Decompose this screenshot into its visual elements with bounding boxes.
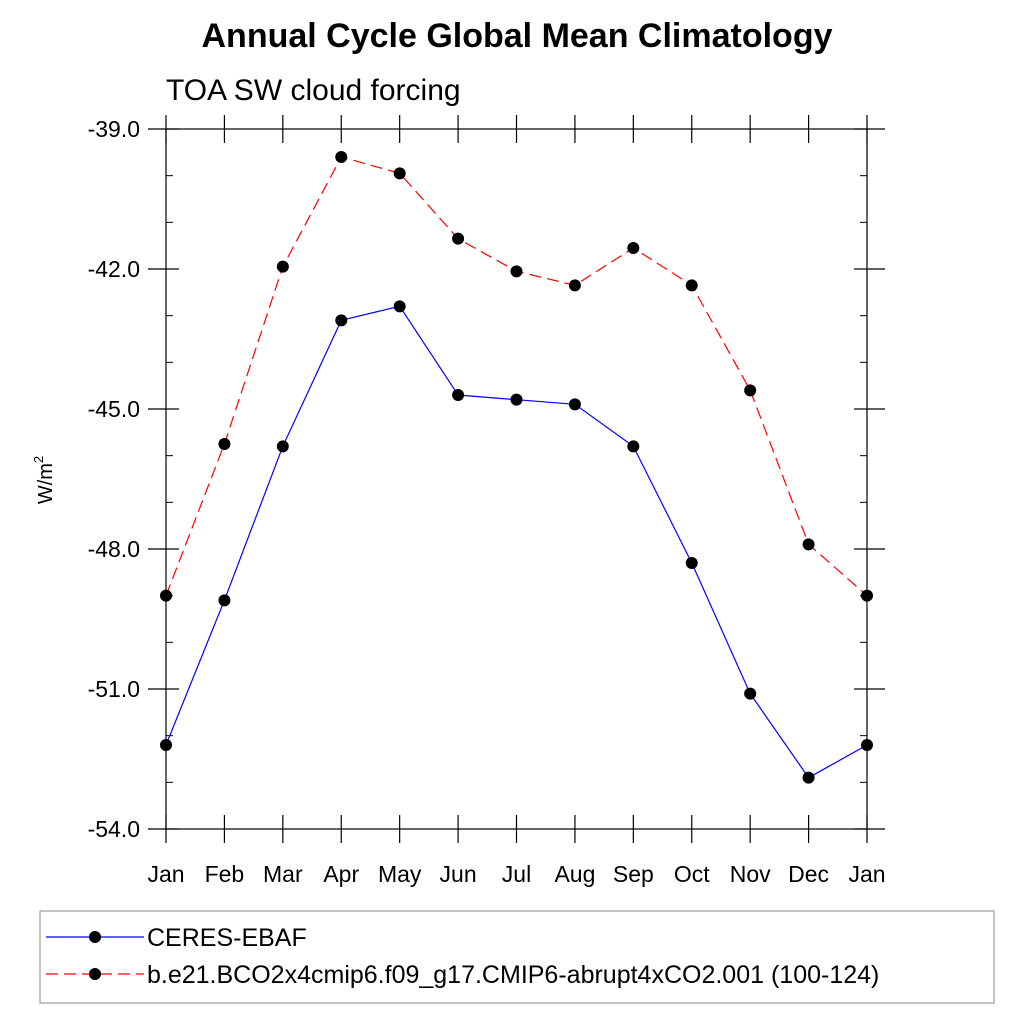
series-2-point (627, 242, 640, 254)
series-1-point (160, 739, 172, 751)
series-2-point (802, 538, 815, 551)
series-1-point (861, 739, 873, 751)
x-tick-label: Dec (788, 861, 829, 887)
series-2-point (568, 279, 581, 292)
series-points (160, 151, 873, 784)
y-axis-label: W/m2 (31, 456, 57, 504)
series-1-point (627, 440, 640, 453)
series-line-2 (165, 156, 868, 597)
series-1-point (510, 393, 523, 406)
series-2-point (510, 265, 523, 278)
x-tick-label: Jan (848, 861, 885, 887)
series-2-point (744, 384, 757, 397)
axis-ticks (148, 115, 885, 843)
series-2-point (685, 279, 698, 292)
legend: CERES-EBAF b.e21.BCO2x4cmip6.f09_g17.CMIP… (46, 924, 879, 989)
series-1-point (218, 594, 231, 607)
series-2-point (276, 260, 289, 273)
chart-title: Annual Cycle Global Mean Climatology (202, 17, 833, 55)
plot-frame (165, 128, 868, 830)
y-tick-labels: -54.0 -51.0 -48.0 -45.0 -42.0 -39.0 (88, 116, 140, 842)
series-lines (165, 156, 868, 779)
y-tick-label: -42.0 (88, 256, 140, 282)
series-1-point (276, 440, 289, 453)
chart-subtitle: TOA SW cloud forcing (166, 74, 461, 107)
series-1-point (685, 557, 698, 569)
x-tick-label: Mar (263, 861, 303, 887)
series-1-point (393, 300, 406, 313)
y-tick-label: -54.0 (88, 816, 140, 842)
x-tick-label: Sep (613, 861, 654, 887)
series-2-point (393, 167, 406, 180)
legend-label-1: CERES-EBAF (147, 924, 307, 952)
x-tick-label: Jun (440, 861, 477, 887)
series-2-point (452, 232, 465, 245)
x-tick-label: Apr (323, 861, 359, 887)
y-tick-label: -45.0 (88, 396, 140, 422)
y-axis-label-superscript: 2 (31, 456, 46, 463)
series-2-point (861, 589, 873, 602)
series-1-point (744, 687, 757, 700)
series-2-point (218, 438, 231, 450)
series-2-point (335, 151, 348, 163)
x-tick-label: Jul (502, 861, 531, 887)
x-tick-label: Jan (147, 861, 184, 887)
x-tick-label: May (378, 861, 422, 887)
y-tick-label: -39.0 (88, 116, 140, 142)
y-tick-label: -48.0 (88, 536, 140, 562)
x-tick-label: Feb (205, 861, 245, 887)
x-tick-label: Oct (674, 861, 710, 887)
series-line-1 (165, 305, 868, 779)
legend-marker-2 (89, 968, 101, 980)
y-tick-label: -51.0 (88, 676, 140, 702)
legend-label-2: b.e21.BCO2x4cmip6.f09_g17.CMIP6-abrupt4x… (147, 961, 879, 989)
legend-marker-1 (89, 931, 101, 943)
series-2-point (160, 589, 172, 602)
legend-box (39, 910, 995, 1004)
x-tick-label: Nov (730, 861, 771, 887)
x-tick-labels: Jan Feb Mar Apr May Jun Jul Aug Sep Oct Nov Dec Jan (147, 861, 885, 887)
series-1-point (568, 398, 581, 411)
x-tick-label: Aug (554, 861, 595, 887)
series-1-point (452, 389, 465, 401)
series-1-point (335, 314, 348, 327)
y-axis-label-base: W/m (35, 463, 57, 504)
series-1-point (802, 771, 815, 784)
